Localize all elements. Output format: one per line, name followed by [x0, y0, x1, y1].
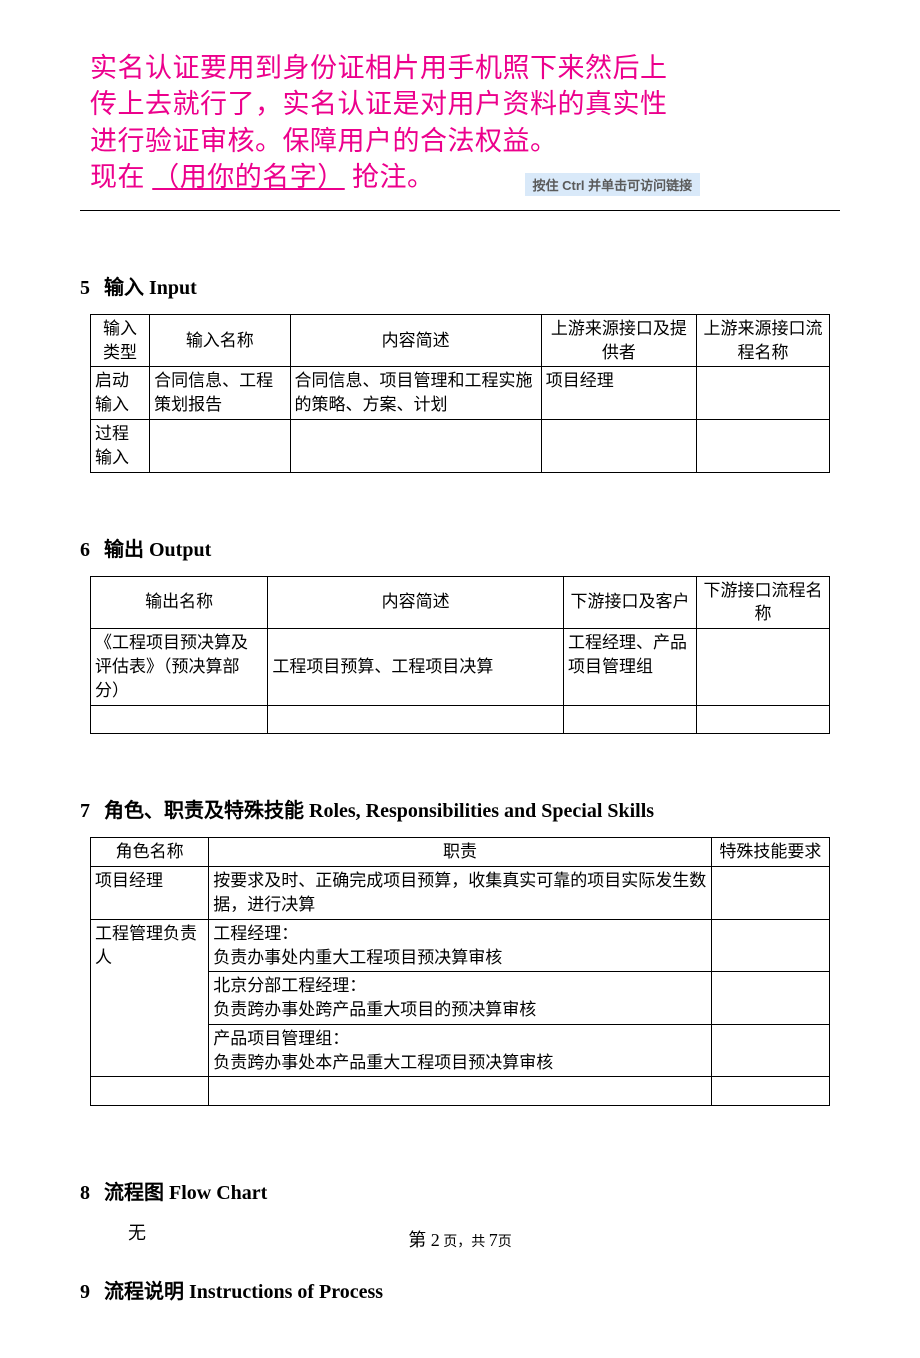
table-cell: 工程经理、产品项目管理组	[563, 629, 696, 705]
table-cell	[150, 419, 290, 472]
table-header-cell: 内容简述	[268, 576, 564, 629]
heading-text: 输出 Output	[104, 539, 211, 561]
table-header-cell: 输入名称	[150, 314, 290, 367]
page-current: 2	[431, 1230, 440, 1250]
roles-table: 角色名称职责特殊技能要求项目经理按要求及时、正确完成项目预算，收集真实可靠的项目…	[90, 837, 830, 1106]
heading-num: 9	[80, 1281, 90, 1304]
table-cell	[711, 867, 829, 920]
table-cell	[290, 419, 541, 472]
banner-line-3: 进行验证审核。保障用户的合法权益。	[90, 123, 830, 159]
table-cell	[696, 629, 829, 705]
heading-text: 流程图 Flow Chart	[104, 1182, 267, 1204]
table-header-cell: 特殊技能要求	[711, 838, 829, 867]
heading-text: 角色、职责及特殊技能 Roles, Responsibilities and S…	[104, 800, 654, 822]
table-cell: 《工程项目预决算及评估表》（预决算部分）	[91, 629, 268, 705]
table-cell: 工程经理：负责办事处内重大工程项目预决算审核	[209, 919, 712, 972]
table-cell	[91, 1077, 209, 1106]
section-9-instructions: 9 流程说明 Instructions of Process	[80, 1275, 840, 1304]
table-cell: 过程输入	[91, 419, 150, 472]
heading-text: 输入 Input	[104, 277, 197, 299]
output-table: 输出名称内容简述下游接口及客户下游接口流程名称《工程项目预决算及评估表》（预决算…	[90, 576, 830, 735]
table-header-cell: 下游接口流程名称	[696, 576, 829, 629]
table-cell	[696, 367, 829, 420]
table-cell: 合同信息、项目管理和工程实施的策略、方案、计划	[290, 367, 541, 420]
table-cell: 项目经理	[91, 867, 209, 920]
table-cell: 合同信息、工程策划报告	[150, 367, 290, 420]
table-cell	[696, 705, 829, 734]
page-footer: 第 2 页，共 7页	[0, 1226, 920, 1252]
table-header-cell: 上游来源接口流程名称	[696, 314, 829, 367]
table-cell: 产品项目管理组：负责跨办事处本产品重大工程项目预决算审核	[209, 1024, 712, 1077]
table-cell	[711, 972, 829, 1025]
table-header-cell: 下游接口及客户	[563, 576, 696, 629]
table-header-cell: 输出名称	[91, 576, 268, 629]
table-header-cell: 内容简述	[290, 314, 541, 367]
footer-mid: 页，共	[440, 1235, 489, 1250]
section-6-output: 6 输出 Output 输出名称内容简述下游接口及客户下游接口流程名称《工程项目预…	[80, 533, 840, 735]
table-cell	[711, 1024, 829, 1077]
table-cell: 工程项目预算、工程项目决算	[268, 629, 564, 705]
heading-num: 8	[80, 1182, 90, 1205]
section-5-heading: 5 输入 Input	[80, 271, 840, 300]
banner-suffix: 抢注。	[345, 162, 435, 192]
section-8-heading: 8 流程图 Flow Chart	[80, 1176, 840, 1205]
table-cell: 北京分部工程经理：负责跨办事处跨产品重大项目的预决算审核	[209, 972, 712, 1025]
footer-suffix: 页	[498, 1235, 512, 1250]
page-total: 7	[489, 1230, 498, 1250]
table-cell: 工程管理负责人	[91, 919, 209, 1077]
section-9-heading: 9 流程说明 Instructions of Process	[80, 1275, 840, 1304]
banner-line-1: 实名认证要用到身份证相片用手机照下来然后上	[90, 50, 830, 86]
table-cell	[541, 419, 696, 472]
ctrl-click-tooltip: 按住 Ctrl 并单击可访问链接	[525, 173, 701, 196]
table-cell	[268, 705, 564, 734]
table-cell: 项目经理	[541, 367, 696, 420]
table-cell	[563, 705, 696, 734]
table-cell	[711, 1077, 829, 1106]
table-cell	[696, 419, 829, 472]
table-cell	[209, 1077, 712, 1106]
page-content: 实名认证要用到身份证相片用手机照下来然后上 传上去就行了，实名认证是对用户资料的…	[0, 0, 920, 1358]
banner-line-4: 现在 （用你的名字） 抢注。	[90, 159, 435, 195]
table-cell	[711, 919, 829, 972]
table-header-cell: 输入类型	[91, 314, 150, 367]
input-table: 输入类型输入名称内容简述上游来源接口及提供者上游来源接口流程名称启动输入合同信息…	[90, 314, 830, 473]
table-header-cell: 职责	[209, 838, 712, 867]
heading-text: 流程说明 Instructions of Process	[104, 1281, 383, 1303]
section-6-heading: 6 输出 Output	[80, 533, 840, 562]
table-header-cell: 角色名称	[91, 838, 209, 867]
section-5-input: 5 输入 Input 输入类型输入名称内容简述上游来源接口及提供者上游来源接口流程…	[80, 271, 840, 473]
heading-num: 5	[80, 277, 90, 300]
table-cell	[91, 705, 268, 734]
heading-num: 7	[80, 800, 90, 823]
banner-link[interactable]: （用你的名字）	[152, 162, 345, 192]
table-cell: 启动输入	[91, 367, 150, 420]
section-7-heading: 7 角色、职责及特殊技能 Roles, Responsibilities and …	[80, 794, 840, 823]
banner-line-2: 传上去就行了，实名认证是对用户资料的真实性	[90, 86, 830, 122]
section-7-roles: 7 角色、职责及特殊技能 Roles, Responsibilities and …	[80, 794, 840, 1106]
table-cell: 按要求及时、正确完成项目预算，收集真实可靠的项目实际发生数据，进行决算	[209, 867, 712, 920]
table-header-cell: 上游来源接口及提供者	[541, 314, 696, 367]
heading-num: 6	[80, 539, 90, 562]
footer-prefix: 第	[408, 1230, 431, 1250]
banner-block: 实名认证要用到身份证相片用手机照下来然后上 传上去就行了，实名认证是对用户资料的…	[80, 50, 840, 211]
banner-prefix: 现在	[90, 162, 152, 192]
